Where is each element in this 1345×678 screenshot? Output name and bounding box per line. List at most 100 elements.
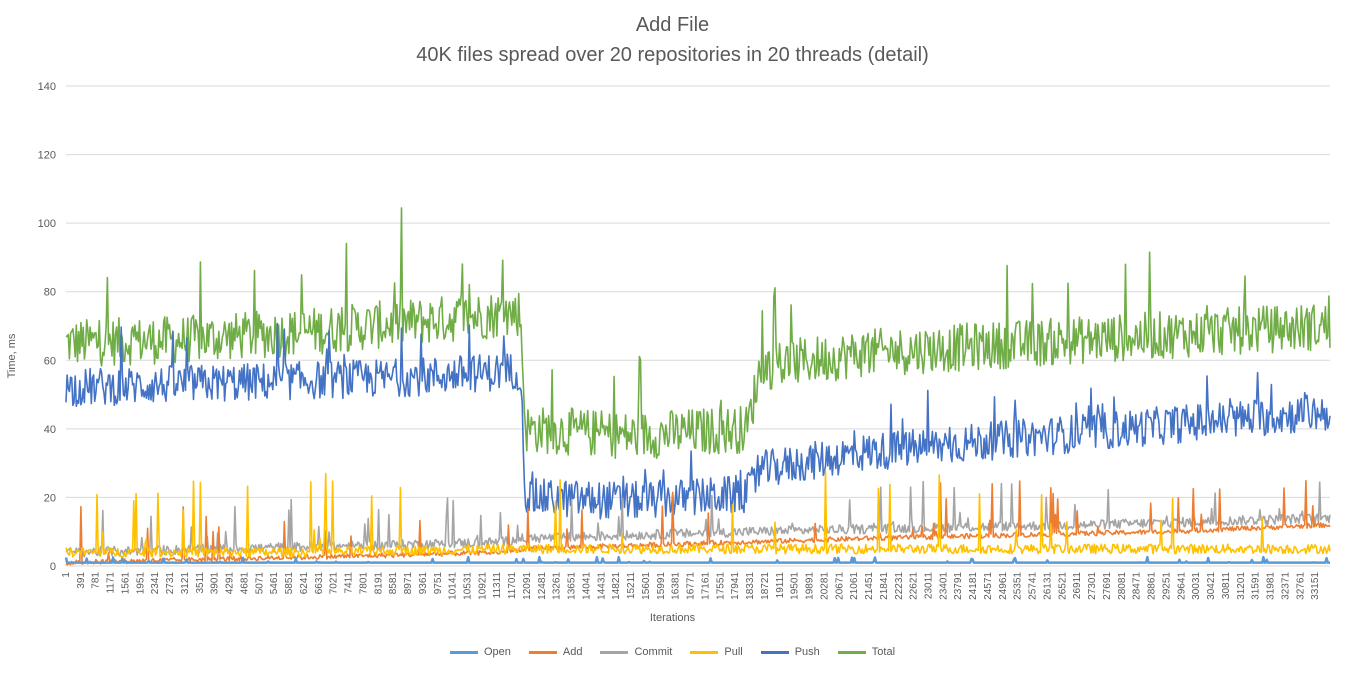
legend-entry-open: Open [449, 646, 511, 658]
legend-entry-commit: Commit [600, 646, 672, 658]
x-tick-label: 7021 [329, 572, 340, 595]
x-tick-label: 23011 [923, 572, 934, 600]
x-tick-label: 2731 [165, 572, 176, 595]
x-tick-label: 30031 [1191, 572, 1202, 600]
x-tick-label: 14431 [596, 572, 607, 600]
x-tick-label: 1951 [135, 572, 146, 595]
x-tick-label: 7801 [358, 572, 369, 595]
chart-subtitle: 40K files spread over 20 repositories in… [416, 44, 929, 66]
legend-label: Add [562, 646, 583, 658]
x-tick-label: 30421 [1206, 572, 1217, 600]
x-tick-label: 16381 [671, 572, 682, 600]
y-tick-label: 20 [44, 492, 56, 504]
x-tick-label: 19501 [790, 572, 801, 600]
legend-entry-push: Push [760, 646, 820, 658]
x-tick-label: 31981 [1266, 572, 1277, 600]
x-tick-label: 19111 [775, 572, 786, 599]
x-tick-label: 1 [61, 572, 72, 578]
legend-swatch [837, 650, 866, 654]
x-tick-label: 11701 [507, 572, 518, 600]
legend-entry-pull: Pull [690, 646, 743, 658]
x-tick-label: 5461 [269, 572, 280, 595]
legend-entry-add: Add [528, 646, 583, 658]
x-tick-label: 1171 [106, 572, 117, 594]
x-tick-label: 781 [91, 572, 102, 589]
x-tick-label: 16771 [686, 572, 697, 600]
x-tick-label: 5851 [284, 572, 295, 595]
x-tick-label: 31591 [1251, 572, 1262, 600]
x-tick-label: 28861 [1147, 572, 1158, 600]
y-tick-label: 0 [50, 561, 56, 573]
x-tick-label: 4291 [225, 572, 236, 595]
x-tick-label: 10531 [463, 572, 474, 600]
legend-label: Open [483, 646, 511, 658]
x-tick-label: 10141 [448, 572, 459, 600]
x-tick-label: 22231 [894, 572, 905, 600]
legend-swatch [690, 650, 719, 654]
x-tick-label: 24181 [968, 572, 979, 600]
x-tick-label: 14041 [581, 572, 592, 600]
x-tick-label: 26521 [1057, 572, 1068, 600]
legend-swatch [760, 650, 789, 654]
x-tick-label: 12091 [522, 572, 533, 600]
x-tick-label: 10921 [477, 572, 488, 600]
y-tick-label: 140 [38, 81, 56, 93]
x-tick-label: 8581 [388, 572, 399, 595]
x-tick-label: 8191 [373, 572, 384, 595]
x-tick-label: 14821 [611, 572, 622, 600]
series-line-open [64, 555, 1331, 564]
x-tick-label: 23401 [938, 572, 949, 600]
x-tick-label: 27691 [1102, 572, 1113, 600]
x-tick-label: 9361 [418, 572, 429, 595]
legend-label: Total [871, 646, 896, 658]
legend-label: Push [794, 646, 820, 658]
x-tick-label: 21061 [849, 572, 860, 600]
x-tick-label: 13651 [567, 572, 578, 600]
x-tick-label: 32761 [1295, 572, 1306, 600]
x-tick-label: 18721 [760, 572, 771, 600]
x-tick-label: 9751 [433, 572, 444, 595]
x-tick-label: 23791 [953, 572, 964, 600]
x-tick-label: 27301 [1087, 572, 1098, 600]
x-tick-label: 30811 [1221, 572, 1232, 600]
legend-swatch [449, 650, 478, 654]
x-tick-label: 20281 [819, 572, 830, 600]
x-tick-label: 29641 [1176, 572, 1187, 600]
x-axis-label: Iterations [649, 612, 696, 624]
legend-label: Commit [634, 646, 673, 658]
x-tick-label: 5071 [254, 572, 265, 595]
x-tick-label: 12481 [537, 572, 548, 600]
x-tick-label: 7411 [344, 572, 355, 594]
x-tick-label: 26131 [1042, 572, 1053, 600]
x-tick-label: 11311 [492, 572, 503, 599]
x-tick-label: 3121 [180, 572, 191, 595]
x-tick-label: 15211 [626, 572, 637, 600]
legend-label: Pull [724, 646, 743, 658]
y-tick-label: 120 [38, 150, 56, 162]
x-tick-label: 21841 [879, 572, 890, 600]
x-tick-label: 24961 [998, 572, 1009, 600]
y-tick-label: 60 [44, 355, 56, 367]
x-tick-label: 28471 [1132, 572, 1143, 600]
x-tick-label: 21451 [864, 572, 875, 600]
x-tick-label: 25741 [1028, 572, 1039, 600]
x-tick-label: 3511 [195, 572, 206, 594]
x-tick-label: 6631 [314, 572, 325, 595]
x-tick-label: 17551 [715, 572, 726, 600]
x-tick-label: 25351 [1013, 572, 1024, 600]
x-tick-label: 31201 [1236, 572, 1247, 600]
y-tick-label: 100 [38, 218, 56, 230]
x-tick-label: 33151 [1310, 572, 1321, 600]
x-tick-label: 18331 [745, 572, 756, 600]
x-tick-label: 22621 [909, 572, 920, 600]
x-tick-label: 29251 [1161, 572, 1172, 600]
x-tick-label: 26911 [1072, 572, 1083, 600]
y-tick-label: 40 [44, 424, 56, 436]
x-tick-label: 6241 [299, 572, 310, 595]
x-tick-label: 15601 [641, 572, 652, 600]
legend-entry-total: Total [837, 646, 896, 658]
chart-title: Add File [635, 14, 710, 36]
x-tick-label: 19891 [805, 572, 816, 600]
